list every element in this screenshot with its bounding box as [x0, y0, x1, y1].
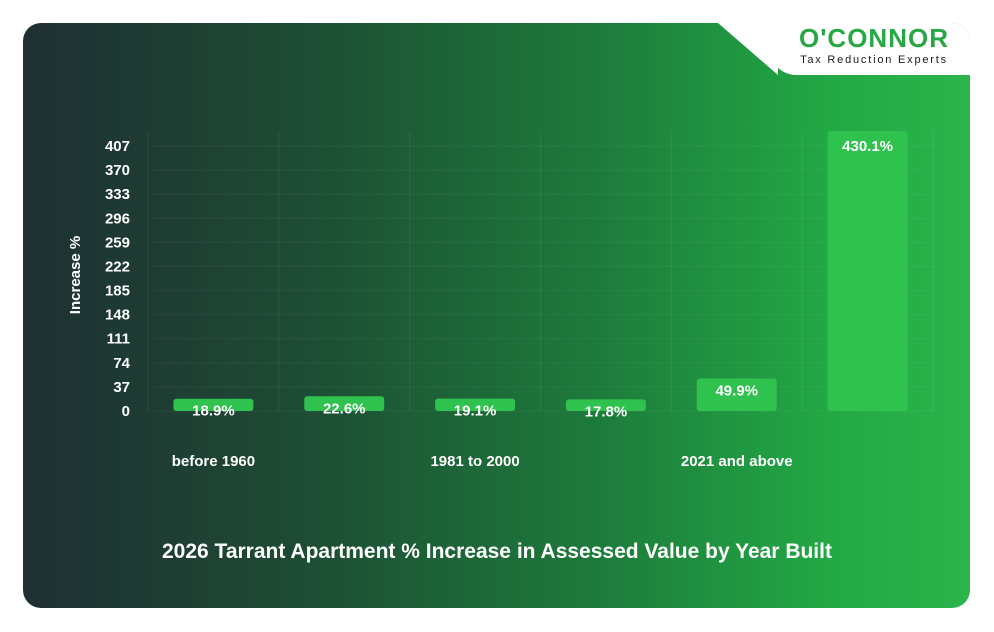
- x-category-label: 1981 to 2000: [430, 453, 519, 470]
- x-category-label: before 1960: [172, 453, 255, 470]
- data-labels: 18.9% 22.6% 19.1% 17.8% 49.9% 430.1%: [192, 138, 893, 420]
- y-tick-label: 148: [105, 307, 130, 324]
- chart-title: 2026 Tarrant Apartment % Increase in Ass…: [162, 540, 832, 563]
- logo-tab: [770, 23, 970, 75]
- data-label: 18.9%: [192, 403, 235, 420]
- bar: [435, 398, 516, 411]
- y-tick-label: 74: [113, 355, 130, 372]
- bar: [565, 399, 646, 411]
- y-tick-label: 407: [105, 138, 130, 155]
- data-label: 17.8%: [585, 403, 628, 420]
- brand-logo: O'CONNOR Tax Reduction Experts: [778, 23, 970, 75]
- bar: [173, 398, 254, 411]
- data-label: 19.1%: [454, 403, 497, 420]
- y-tick-label: 370: [105, 162, 130, 179]
- data-label: 430.1%: [842, 138, 893, 155]
- y-tick-label: 185: [105, 283, 130, 300]
- y-axis-label: Increase %: [67, 236, 84, 314]
- y-tick-label: 296: [105, 210, 130, 227]
- y-tick-label: 333: [105, 186, 130, 203]
- brand-tagline: Tax Reduction Experts: [800, 54, 948, 66]
- chart-grid: [147, 131, 935, 412]
- y-tick-label: 37: [113, 379, 130, 396]
- x-axis-labels: before 1960 1981 to 2000 2021 and above: [172, 453, 793, 470]
- bar: [304, 396, 385, 411]
- y-tick-label: 0: [122, 403, 130, 420]
- y-tick-label: 111: [107, 331, 130, 348]
- bar: [696, 378, 777, 411]
- x-category-label: 2021 and above: [681, 453, 793, 470]
- y-tick-label: 259: [105, 234, 130, 251]
- y-axis-ticks: 0 37 74 111 148 185 222 259 296 333 370 407: [105, 138, 131, 420]
- data-label: 22.6%: [323, 400, 366, 417]
- y-tick-label: 222: [105, 258, 130, 275]
- brand-name: O'CONNOR: [799, 23, 949, 53]
- chart-bars: [173, 131, 908, 411]
- chart-card: [23, 23, 970, 608]
- bar: [827, 131, 908, 411]
- data-label: 49.9%: [715, 383, 758, 400]
